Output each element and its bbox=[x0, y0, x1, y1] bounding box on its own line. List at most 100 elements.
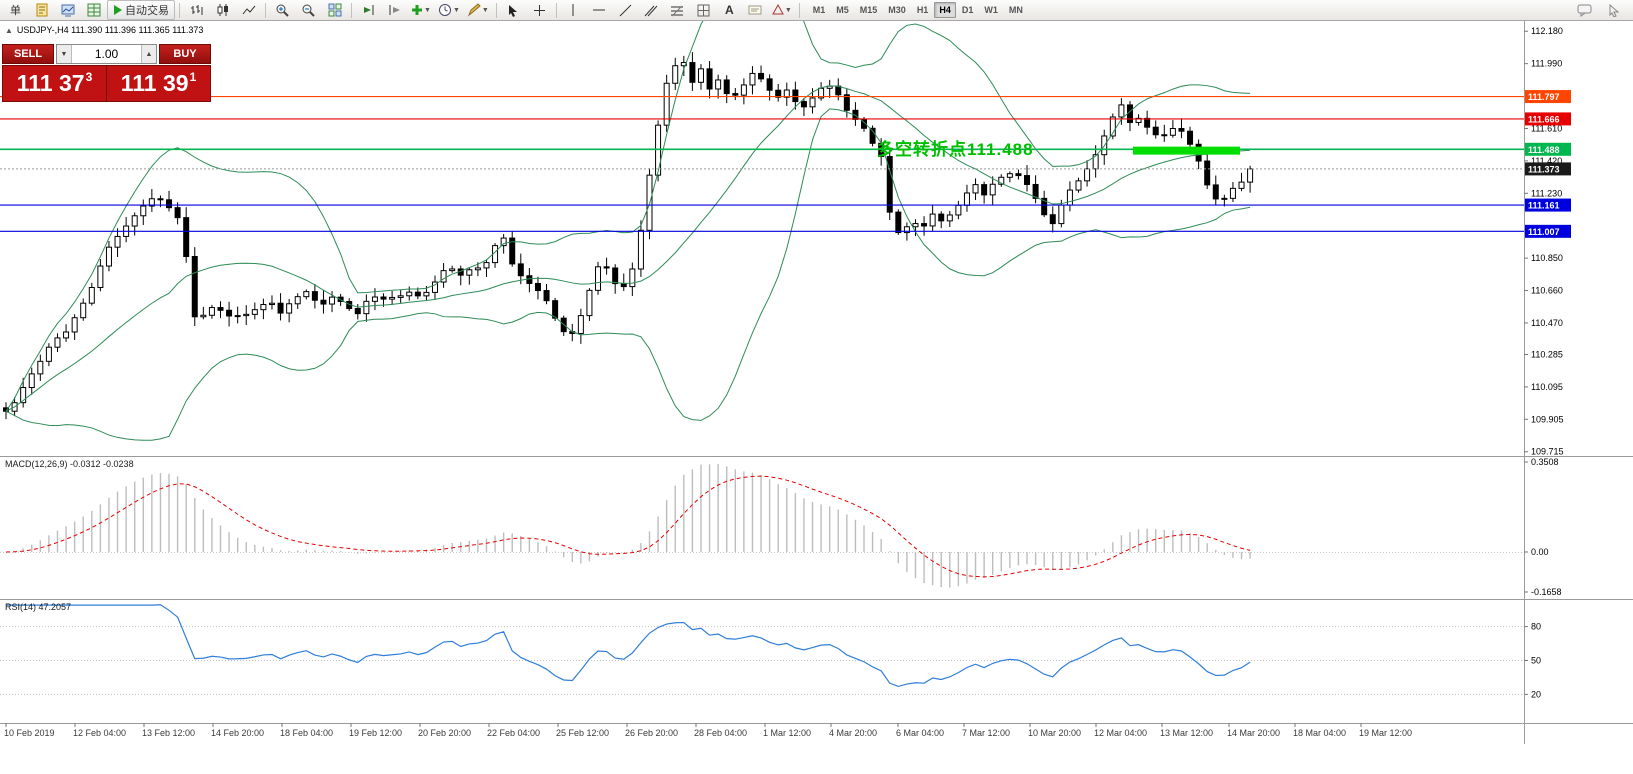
svg-text:13 Mar 12:00: 13 Mar 12:00 bbox=[1160, 728, 1213, 738]
fibonacci-icon[interactable] bbox=[665, 0, 690, 20]
chevron-down-icon: ▼ bbox=[424, 6, 431, 14]
candlestick-chart-icon[interactable] bbox=[210, 0, 235, 20]
svg-text:14 Mar 20:00: 14 Mar 20:00 bbox=[1227, 728, 1280, 738]
periods-clock-icon[interactable]: ▼ bbox=[435, 0, 463, 20]
symbol-ohlc-text: USDJPY-,H4 111.390 111.396 111.365 111.3… bbox=[16, 25, 204, 35]
crosshair-icon[interactable] bbox=[527, 0, 552, 20]
svg-text:111.610: 111.610 bbox=[1531, 123, 1562, 133]
svg-text:6 Mar 04:00: 6 Mar 04:00 bbox=[896, 728, 944, 738]
svg-text:110.850: 110.850 bbox=[1531, 253, 1563, 263]
menu-label[interactable]: 单 bbox=[10, 5, 21, 17]
svg-text:109.905: 109.905 bbox=[1531, 414, 1564, 424]
bar-chart-icon[interactable] bbox=[184, 0, 209, 20]
autotrading-button[interactable]: 自动交易 bbox=[107, 0, 175, 20]
svg-text:26 Feb 20:00: 26 Feb 20:00 bbox=[625, 728, 678, 738]
svg-text:18 Mar 04:00: 18 Mar 04:00 bbox=[1293, 728, 1346, 738]
horizontal-line-icon[interactable] bbox=[587, 0, 612, 20]
symbol-ohlc-label: ▲ USDJPY-,H4 111.390 111.396 111.365 111… bbox=[5, 25, 203, 35]
toolbar-separator bbox=[555, 2, 557, 18]
svg-text:7 Mar 12:00: 7 Mar 12:00 bbox=[962, 728, 1010, 738]
timeframe-h1-button[interactable]: H1 bbox=[916, 5, 929, 15]
main-chart-layer bbox=[0, 21, 1524, 441]
svg-text:10 Feb 2019: 10 Feb 2019 bbox=[4, 728, 55, 738]
main-toolbar: 单 自动交易 ▼ ▼ ▼ A ▼ M1 M5 M15 M30 H1 H4 D1 W1 MN bbox=[0, 0, 1633, 21]
toolbar-separator bbox=[798, 2, 800, 18]
toolbar-separator bbox=[351, 2, 352, 18]
buy-price[interactable]: 111 39 1 bbox=[120, 69, 197, 97]
svg-text:111.161: 111.161 bbox=[1528, 201, 1560, 211]
svg-text:19 Feb 12:00: 19 Feb 12:00 bbox=[349, 728, 402, 738]
svg-text:20 Feb 20:00: 20 Feb 20:00 bbox=[418, 728, 471, 738]
rsi-label: RSI(14) 47.2057 bbox=[5, 602, 72, 612]
svg-text:14 Feb 20:00: 14 Feb 20:00 bbox=[211, 728, 264, 738]
zoom-out-icon[interactable] bbox=[296, 0, 321, 20]
collapse-panel-icon[interactable]: ▲ bbox=[5, 25, 13, 35]
timeframe-m15-button[interactable]: M15 bbox=[859, 5, 878, 15]
volume-decrease-icon[interactable]: ▼ bbox=[57, 45, 72, 63]
svg-text:-0.1658: -0.1658 bbox=[1531, 587, 1562, 597]
vertical-line-icon[interactable] bbox=[561, 0, 586, 20]
toolbar-separator bbox=[495, 2, 497, 18]
price-divider bbox=[106, 66, 107, 101]
timeframe-d1-button[interactable]: D1 bbox=[961, 5, 974, 15]
volume-value[interactable]: 1.00 bbox=[94, 47, 119, 61]
grid-icon[interactable] bbox=[691, 0, 716, 20]
market-watch-icon[interactable] bbox=[81, 0, 106, 20]
svg-text:112.180: 112.180 bbox=[1531, 26, 1563, 36]
charts-icon[interactable] bbox=[55, 0, 80, 20]
chat-icon[interactable] bbox=[1572, 0, 1597, 20]
timeframe-m30-button[interactable]: M30 bbox=[888, 5, 906, 15]
add-indicator-icon[interactable]: ▼ bbox=[408, 0, 434, 20]
sell-button[interactable]: SELL bbox=[2, 44, 54, 64]
toolbar-right-group bbox=[1572, 0, 1630, 20]
macd-layer bbox=[0, 463, 1524, 588]
highlight-zone bbox=[1133, 146, 1240, 155]
autotrading-label: 自动交易 bbox=[125, 5, 169, 17]
timeframe-m1-button[interactable]: M1 bbox=[812, 5, 826, 15]
svg-text:111.420: 111.420 bbox=[1531, 156, 1562, 166]
timeframe-w1-button[interactable]: W1 bbox=[984, 5, 998, 15]
pointer-icon[interactable] bbox=[1601, 0, 1626, 20]
line-chart-icon[interactable] bbox=[236, 0, 261, 20]
svg-text:13 Feb 12:00: 13 Feb 12:00 bbox=[142, 728, 195, 738]
timeframe-h4-button[interactable]: H4 bbox=[934, 2, 956, 18]
buy-button[interactable]: BUY bbox=[159, 44, 211, 64]
svg-text:0.3508: 0.3508 bbox=[1531, 457, 1559, 467]
chart-shift-icon[interactable] bbox=[382, 0, 407, 20]
toolbar-separator bbox=[179, 2, 180, 18]
svg-text:1 Mar 12:00: 1 Mar 12:00 bbox=[763, 728, 811, 738]
one-click-trading-panel: SELL ▼ 1.00 ▲ BUY 111 37 3 111 39 1 bbox=[2, 44, 211, 102]
volume-stepper[interactable]: ▼ 1.00 ▲ bbox=[56, 44, 157, 64]
svg-text:12 Feb 04:00: 12 Feb 04:00 bbox=[73, 728, 126, 738]
volume-increase-icon[interactable]: ▲ bbox=[141, 45, 156, 63]
svg-text:110.285: 110.285 bbox=[1531, 350, 1563, 360]
arrows-shapes-icon[interactable]: ▼ bbox=[769, 0, 795, 20]
svg-text:19 Mar 12:00: 19 Mar 12:00 bbox=[1359, 728, 1412, 738]
zoom-in-icon[interactable] bbox=[270, 0, 295, 20]
svg-text:10 Mar 20:00: 10 Mar 20:00 bbox=[1028, 728, 1081, 738]
svg-text:111.373: 111.373 bbox=[1528, 164, 1560, 174]
timeframe-m5-button[interactable]: M5 bbox=[836, 5, 849, 15]
auto-scroll-icon[interactable] bbox=[356, 0, 381, 20]
templates-pencil-icon[interactable]: ▼ bbox=[464, 0, 492, 20]
svg-text:12 Mar 04:00: 12 Mar 04:00 bbox=[1094, 728, 1147, 738]
svg-text:110.470: 110.470 bbox=[1531, 318, 1563, 328]
text-label-icon[interactable] bbox=[743, 0, 768, 20]
svg-text:28 Feb 04:00: 28 Feb 04:00 bbox=[694, 728, 747, 738]
svg-text:110.095: 110.095 bbox=[1531, 382, 1563, 392]
svg-text:109.715: 109.715 bbox=[1531, 447, 1564, 457]
svg-text:110.660: 110.660 bbox=[1531, 286, 1563, 296]
cursor-arrow-icon[interactable] bbox=[501, 0, 526, 20]
equidistant-channel-icon[interactable] bbox=[639, 0, 664, 20]
toolbar-separator bbox=[265, 2, 266, 18]
sell-price[interactable]: 111 37 3 bbox=[16, 69, 93, 97]
timeframe-group: M1 M5 M15 M30 H1 H4 D1 W1 MN bbox=[808, 2, 1028, 18]
text-icon[interactable]: A bbox=[724, 3, 734, 17]
timeframe-mn-button[interactable]: MN bbox=[1008, 5, 1023, 15]
svg-text:20: 20 bbox=[1531, 689, 1541, 699]
trendline-icon[interactable] bbox=[613, 0, 638, 20]
chevron-down-icon: ▼ bbox=[481, 6, 489, 14]
tile-windows-icon[interactable] bbox=[322, 0, 347, 20]
new-order-icon[interactable] bbox=[29, 0, 54, 20]
